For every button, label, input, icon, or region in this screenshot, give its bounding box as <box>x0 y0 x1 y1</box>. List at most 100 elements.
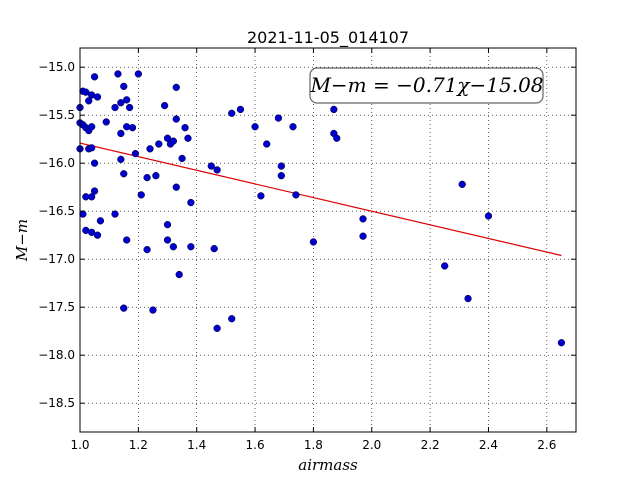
data-point <box>82 88 90 96</box>
fit-line <box>79 142 562 257</box>
data-point <box>88 123 96 131</box>
x-tick-label: 2.0 <box>362 438 381 452</box>
data-point <box>330 105 338 114</box>
data-point <box>111 103 119 112</box>
data-point <box>257 192 265 200</box>
fit-equation: M−m = −0.71χ−15.08 <box>309 73 543 97</box>
data-point <box>155 140 163 148</box>
data-point <box>458 180 466 188</box>
scatter-points <box>76 70 566 347</box>
data-point <box>228 315 236 323</box>
data-point <box>114 70 122 78</box>
y-tick-label: −15.5 <box>38 108 75 122</box>
x-tick-label: 2.2 <box>421 438 440 452</box>
data-point <box>187 243 195 251</box>
data-point <box>207 162 215 170</box>
data-point <box>88 228 96 236</box>
y-axis-label: M−m <box>13 219 31 262</box>
data-point <box>169 243 178 251</box>
data-point <box>88 193 96 201</box>
annotation-box: M−m = −0.71χ−15.08 <box>309 67 544 104</box>
data-point <box>93 231 102 239</box>
data-point <box>184 134 192 142</box>
data-point <box>149 306 157 314</box>
data-point <box>464 294 472 303</box>
plot-frame <box>79 47 577 433</box>
chart-title: 2021-11-05_014107 <box>247 28 409 48</box>
data-point <box>228 109 236 117</box>
data-point <box>90 187 99 195</box>
data-point <box>146 145 154 153</box>
data-point <box>263 140 271 148</box>
data-point <box>172 115 180 123</box>
data-point <box>359 215 367 223</box>
data-point <box>96 217 105 225</box>
data-point <box>120 82 128 91</box>
data-point <box>178 154 186 163</box>
data-point <box>213 324 221 332</box>
data-point <box>117 155 125 164</box>
data-point <box>117 129 125 138</box>
data-point <box>175 270 183 279</box>
data-point <box>143 245 151 254</box>
x-tick-label: 2.4 <box>479 438 498 452</box>
x-tick-label: 1.2 <box>129 438 148 452</box>
data-point <box>292 191 300 199</box>
data-point <box>172 83 180 92</box>
data-point <box>277 172 285 180</box>
data-point <box>333 134 341 142</box>
data-point <box>359 232 367 240</box>
x-axis-label: airmass <box>298 456 358 474</box>
fit-line-layer <box>79 142 562 257</box>
data-point <box>123 236 131 244</box>
data-point <box>125 103 134 112</box>
x-tick-label: 2.6 <box>537 438 556 452</box>
data-point <box>169 137 178 145</box>
data-point <box>117 99 125 107</box>
data-point <box>134 70 143 78</box>
grid <box>79 48 576 432</box>
y-tick-label: −16.0 <box>38 156 75 170</box>
data-point <box>163 134 172 142</box>
data-point <box>143 173 151 182</box>
data-point <box>128 124 137 132</box>
x-tick-label: 1.0 <box>70 438 89 452</box>
y-tick-label: −17.0 <box>38 252 75 266</box>
data-point <box>163 220 172 229</box>
data-point <box>210 244 218 253</box>
data-point <box>277 162 285 170</box>
data-point <box>120 304 128 312</box>
y-tick-label: −15.0 <box>38 60 75 74</box>
data-point <box>79 210 87 218</box>
data-point <box>484 212 493 220</box>
data-point <box>160 101 169 110</box>
data-point <box>93 93 102 101</box>
data-point <box>123 96 131 104</box>
data-point <box>90 73 99 81</box>
data-point <box>251 123 259 131</box>
data-point <box>102 118 110 126</box>
data-point <box>152 172 160 180</box>
data-point <box>88 144 96 152</box>
data-point <box>90 159 99 167</box>
y-tick-label: −17.5 <box>38 300 75 314</box>
data-point <box>120 170 128 178</box>
data-point <box>213 166 221 174</box>
x-tick-label: 1.6 <box>246 438 265 452</box>
data-point <box>557 339 566 347</box>
data-point <box>172 183 180 191</box>
data-point <box>441 262 449 270</box>
axis-ticks: 1.0 1.2 1.4 1.6 1.8 2.0 2.2 2.4 2.6 −15.0 −15.5 −16… <box>38 48 576 452</box>
data-point <box>131 149 140 158</box>
data-point <box>163 236 172 244</box>
data-point <box>85 97 93 105</box>
data-point <box>289 123 297 131</box>
x-tick-label: 1.4 <box>187 438 206 452</box>
data-point <box>309 238 318 246</box>
data-point <box>187 198 195 207</box>
data-point <box>111 210 119 218</box>
y-tick-label: −18.5 <box>38 396 75 410</box>
data-point <box>274 114 283 122</box>
data-point <box>181 124 189 132</box>
